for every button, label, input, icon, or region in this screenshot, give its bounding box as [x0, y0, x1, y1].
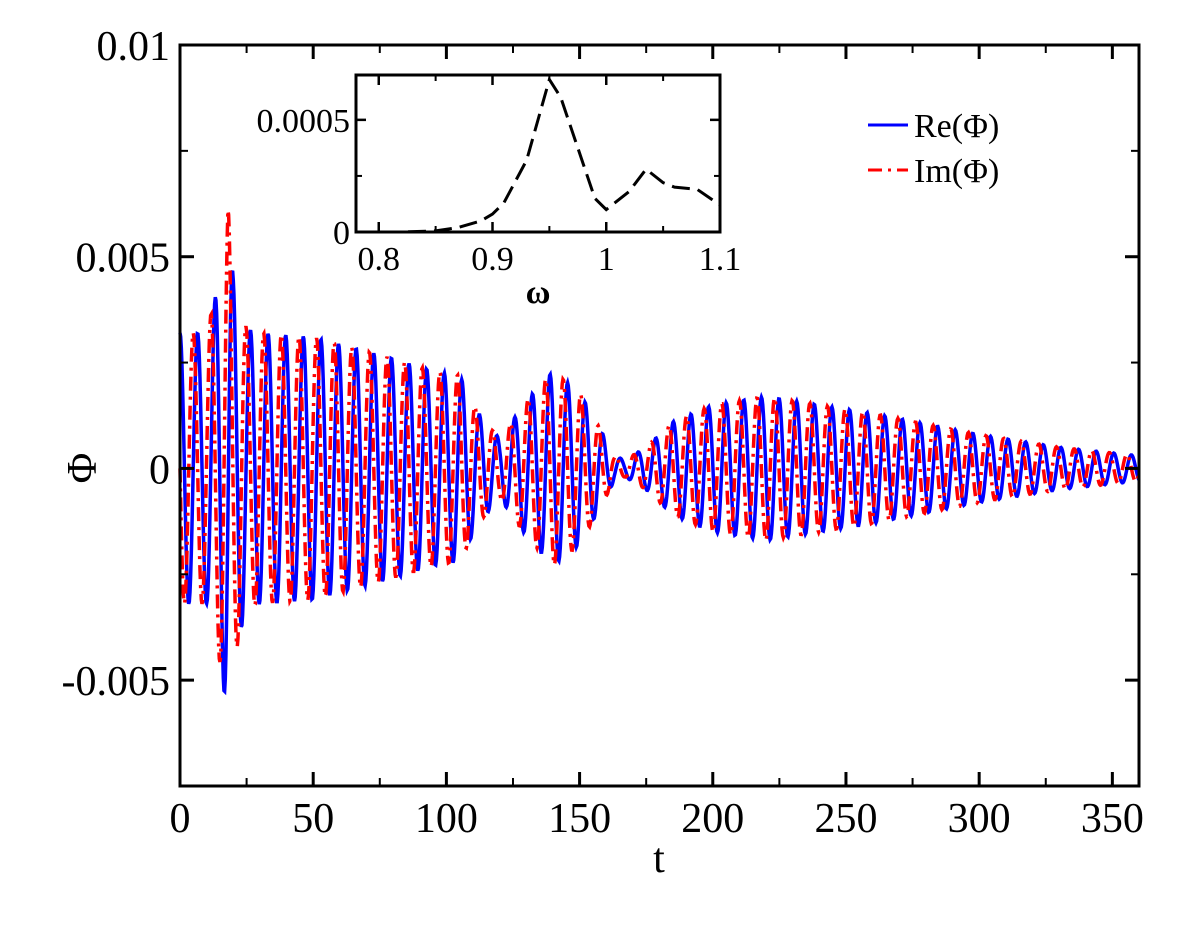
inset-y-ticks: 0 0.0005 [257, 103, 720, 252]
legend: Re(Φ) Im(Φ) [868, 108, 999, 190]
main-y-ticks: -0.005 0 0.005 0.01 [62, 24, 1139, 705]
legend-label-re: Re(Φ) [914, 108, 999, 145]
main-y-tick-label: -0.005 [62, 659, 171, 705]
main-x-tick-label: 150 [548, 796, 611, 842]
inset-y-tick-label: 0 [333, 215, 350, 252]
main-plot: 0 50 100 150 200 250 300 350 -0.005 0 0.005 0.01 t… [60, 24, 1144, 882]
main-x-axis-label: t [653, 836, 665, 882]
main-y-tick-label: 0.005 [76, 236, 171, 282]
inset-plot-frame [354, 73, 722, 234]
inset-series-line-0 [356, 75, 721, 234]
main-x-tick-label: 300 [948, 796, 1011, 842]
main-plot-frame [178, 43, 1141, 788]
main-y-tick-label: 0.01 [97, 24, 171, 70]
main-x-tick-label: 0 [170, 796, 191, 842]
main-x-tick-label: 250 [814, 796, 877, 842]
main-series-line-0 [178, 270, 1141, 696]
main-y-tick-label: 0 [149, 447, 170, 493]
main-x-tick-label: 350 [1081, 796, 1144, 842]
inset-y-tick-label: 0.0005 [257, 103, 351, 140]
inset-plot-background [356, 75, 720, 232]
main-x-ticks: 0 50 100 150 200 250 300 350 [170, 45, 1144, 842]
inset-plot: 0.8 0.9 1 1.1 0 0.0005 ω [257, 73, 742, 311]
inset-x-axis-label: ω [526, 274, 551, 311]
main-series-group [178, 209, 1141, 696]
inset-x-tick-label: 1 [598, 241, 615, 278]
inset-x-tick-label: 1.1 [699, 241, 742, 278]
inset-x-ticks: 0.8 0.9 1 1.1 [358, 75, 742, 278]
main-x-tick-label: 100 [415, 796, 478, 842]
inset-series-group [356, 75, 721, 234]
main-y-axis-label: Φ [60, 453, 106, 484]
inset-x-tick-label: 0.9 [471, 241, 514, 278]
main-x-tick-label: 50 [292, 796, 334, 842]
inset-x-tick-label: 0.8 [358, 241, 401, 278]
main-x-tick-label: 200 [681, 796, 744, 842]
main-series-line-1 [178, 209, 1141, 663]
legend-label-im: Im(Φ) [914, 153, 999, 190]
